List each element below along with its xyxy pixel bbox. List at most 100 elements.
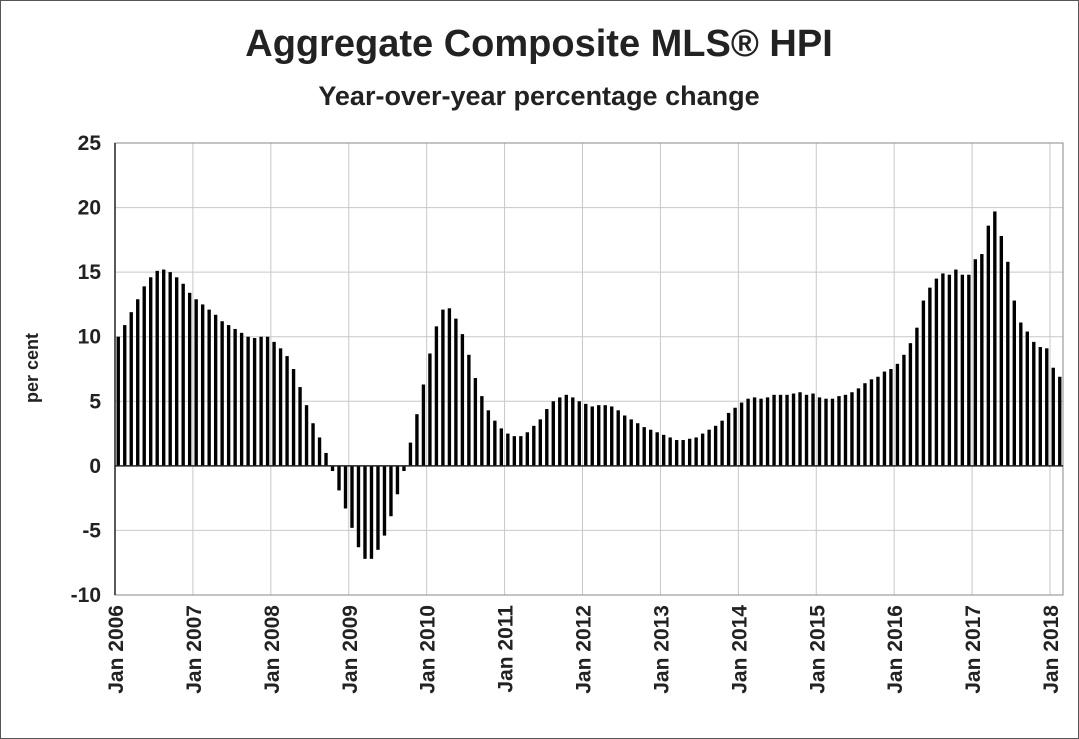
bar [175, 277, 179, 466]
bar [324, 452, 328, 466]
bar [545, 409, 549, 466]
bar [700, 433, 705, 466]
bar [467, 354, 471, 466]
bar [804, 394, 809, 466]
bars [116, 211, 1062, 559]
x-tick-label: Jan 2011 [495, 605, 518, 693]
bar [187, 292, 192, 466]
bar [402, 465, 406, 472]
bar [382, 465, 387, 536]
bar [629, 419, 633, 466]
bar [246, 336, 250, 466]
bar [687, 438, 692, 466]
bar [726, 412, 731, 466]
bar [577, 401, 581, 466]
bar [389, 465, 393, 517]
y-tick-labels: -10 -5 0 5 10 15 20 25 [71, 132, 102, 607]
x-tick-label: Jan 2014 [728, 605, 751, 694]
bar [830, 398, 835, 466]
bar [460, 334, 465, 466]
bar [415, 414, 419, 466]
bar [960, 274, 965, 466]
y-tick-label: 0 [89, 455, 101, 478]
bar [610, 406, 614, 466]
bar [895, 363, 900, 466]
bar [162, 269, 166, 466]
bar [291, 369, 296, 466]
bar [674, 440, 679, 466]
bar [902, 354, 906, 466]
bar [752, 397, 757, 466]
bar [285, 356, 289, 466]
bar [993, 211, 997, 466]
bar [597, 405, 601, 466]
bar [454, 318, 458, 466]
bar [1006, 261, 1010, 466]
bar [584, 403, 588, 466]
y-tick-label: 5 [89, 390, 101, 413]
bar [116, 336, 120, 466]
bar [317, 437, 322, 466]
bar [746, 398, 750, 466]
bar [837, 396, 841, 466]
bar [889, 369, 893, 466]
bar [1058, 376, 1062, 466]
x-tick-label: Jan 2013 [650, 605, 673, 694]
x-tick-labels: Jan 2006 Jan 2007 Jan 2008 Jan 2009 Jan 2010… [105, 605, 1063, 694]
y-tick-label: 25 [78, 132, 102, 155]
bar [265, 336, 270, 466]
y-tick-label: 20 [78, 197, 101, 220]
bar [947, 274, 952, 466]
bar [447, 308, 452, 466]
bar [668, 437, 672, 466]
bar [330, 465, 335, 472]
bar [441, 309, 445, 466]
bar [538, 419, 542, 466]
bar [278, 348, 283, 466]
x-tick-label: Jan 2017 [962, 605, 985, 694]
bar [506, 433, 510, 466]
bar [421, 384, 426, 466]
bar [272, 341, 276, 466]
bar [1038, 347, 1042, 466]
bar [623, 415, 627, 466]
bar [973, 259, 978, 466]
bar [571, 397, 575, 466]
bar [304, 405, 309, 466]
bar [123, 325, 127, 466]
x-tick-label: Jan 2018 [1040, 605, 1063, 694]
bar [259, 336, 263, 466]
bar [207, 309, 211, 466]
bar [194, 299, 198, 466]
bar [772, 394, 776, 466]
bar [298, 387, 302, 466]
bar [759, 398, 763, 466]
bar [642, 427, 646, 466]
bar [798, 392, 802, 466]
bar [791, 393, 796, 466]
bar [395, 465, 400, 495]
bar [434, 326, 439, 466]
x-tick-label: Jan 2007 [183, 605, 206, 694]
bar [200, 304, 205, 466]
bar [239, 332, 244, 466]
y-tick-label: 15 [78, 261, 102, 284]
bar [785, 394, 789, 466]
bar [655, 432, 659, 466]
y-tick-label: 10 [78, 326, 101, 349]
bar [343, 465, 348, 509]
plot-border [114, 142, 1064, 596]
bar [252, 338, 257, 466]
bar [220, 321, 224, 466]
bar [856, 388, 861, 466]
bar [739, 402, 744, 466]
bar [558, 397, 562, 466]
bar [1045, 348, 1049, 466]
bar [765, 397, 770, 466]
bar [707, 429, 711, 466]
bar [1012, 300, 1016, 466]
bar [694, 437, 698, 466]
bar [863, 383, 867, 466]
bar [1051, 367, 1055, 466]
